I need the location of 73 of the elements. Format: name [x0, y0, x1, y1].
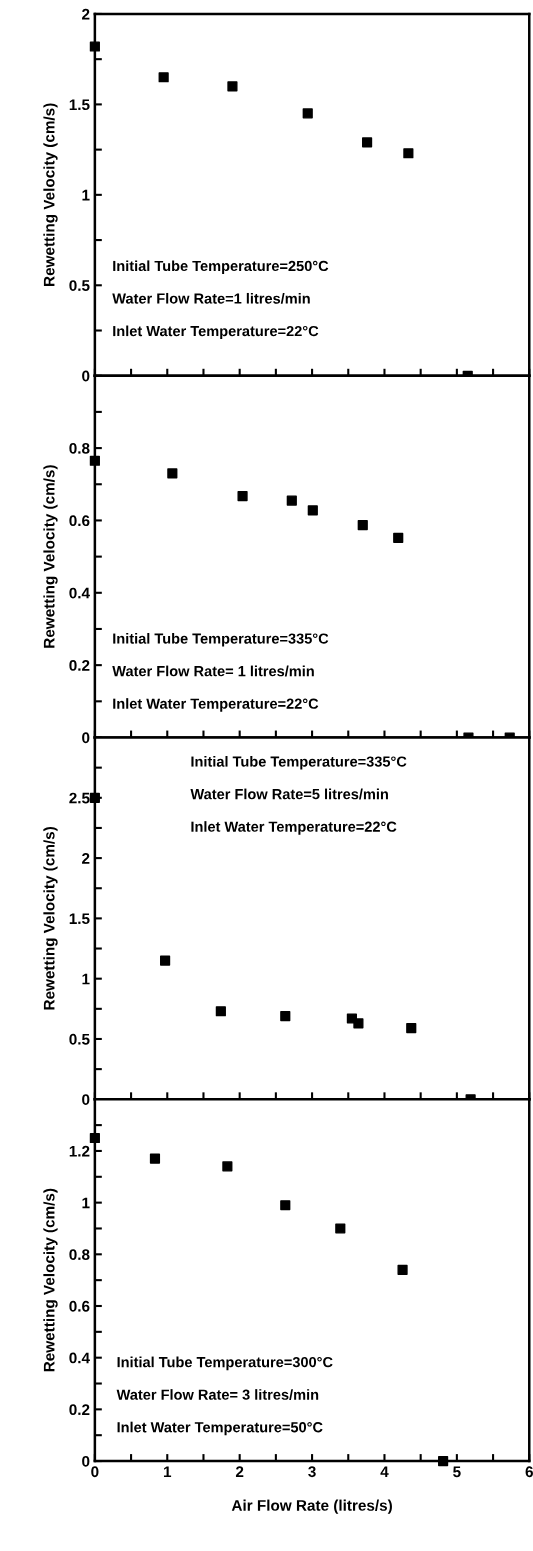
x-tick-label: 0	[91, 1466, 99, 1478]
point	[89, 455, 100, 466]
y-tick-label: 0.5	[69, 1033, 90, 1045]
annotation: Initial Tube Temperature=250°C	[113, 260, 329, 274]
y-axis-title: Rewetting Velocity (cm/s)	[43, 465, 58, 648]
y-tick-label: 1.5	[69, 913, 90, 925]
y-axis-title: Rewetting Velocity (cm/s)	[43, 1188, 58, 1372]
x-tick-label: 5	[453, 1466, 461, 1478]
annotation: Water Flow Rate= 3 litres/min	[116, 1389, 319, 1400]
y-tick-label: 2	[82, 852, 90, 864]
point	[335, 1223, 346, 1234]
point	[397, 1264, 408, 1275]
y-tick-label: 2.5	[69, 792, 90, 804]
point	[89, 792, 100, 803]
point	[158, 72, 169, 83]
point	[149, 1153, 161, 1164]
y-tick-label: 0.2	[69, 1404, 90, 1416]
y-tick-label: 0.6	[69, 515, 90, 527]
y-tick-label: 0.2	[69, 660, 90, 671]
y-tick-label: 0	[82, 1455, 90, 1467]
annotation: Inlet Water Temperature=50°C	[117, 1421, 323, 1436]
point	[280, 1010, 291, 1022]
point	[280, 1200, 291, 1211]
y-tick-label: 0.4	[69, 1352, 90, 1364]
point	[215, 1006, 226, 1017]
point	[307, 505, 318, 516]
y-tick-label: 1	[82, 189, 90, 201]
annotation: Water Flow Rate=5 litres/min	[190, 788, 388, 800]
y-tick-label: 0.5	[69, 280, 90, 291]
y-tick-label: 0.8	[69, 442, 90, 454]
point	[237, 491, 248, 502]
annotation: Inlet Water Temperature=22°C	[113, 325, 319, 340]
x-tick-label: 3	[308, 1466, 316, 1478]
point	[357, 520, 368, 531]
point	[160, 955, 171, 966]
point	[222, 1161, 233, 1172]
y-tick-label: 0	[82, 732, 90, 744]
annotation: Water Flow Rate=1 litres/min	[112, 292, 310, 304]
annotation: Inlet Water Temperature=22°C	[191, 821, 397, 835]
y-tick-label: 1	[82, 1197, 90, 1209]
y-tick-label: 0.8	[69, 1249, 90, 1260]
point	[362, 137, 373, 148]
y-tick-label: 0.4	[69, 587, 90, 599]
x-axis-title: Air Flow Rate (litres/s)	[231, 1499, 392, 1514]
x-tick-label: 4	[380, 1466, 389, 1477]
point	[403, 148, 414, 159]
y-axis-title: Rewetting Velocity (cm/s)	[43, 827, 58, 1010]
y-tick-label: 0.6	[69, 1300, 90, 1312]
point	[167, 468, 178, 479]
annotation: Initial Tube Temperature=300°C	[117, 1356, 333, 1371]
annotation: Initial Tube Temperature=335°C	[113, 633, 329, 647]
point	[406, 1023, 417, 1034]
annotation: Inlet Water Temperature=22°C	[113, 698, 319, 712]
point	[227, 81, 238, 92]
point	[89, 41, 100, 52]
x-tick-label: 2	[235, 1466, 244, 1477]
annotation: Water Flow Rate= 1 litres/min	[112, 665, 314, 677]
point	[286, 495, 297, 506]
point	[302, 108, 313, 119]
x-tick-label: 6	[525, 1466, 533, 1478]
point	[393, 532, 404, 543]
y-tick-label: 0	[82, 1094, 90, 1105]
point	[353, 1018, 364, 1029]
y-tick-label: 1.2	[69, 1145, 90, 1157]
point	[438, 1455, 449, 1467]
y-tick-label: 2	[82, 8, 90, 20]
y-tick-label: 1.5	[69, 99, 90, 111]
y-tick-label: 0	[82, 370, 90, 382]
y-tick-label: 1	[82, 973, 90, 985]
x-tick-label: 1	[163, 1466, 172, 1477]
y-axis-title: Rewetting Velocity (cm/s)	[43, 103, 58, 286]
annotation: Initial Tube Temperature=335°C	[191, 756, 407, 770]
point	[89, 1132, 100, 1144]
